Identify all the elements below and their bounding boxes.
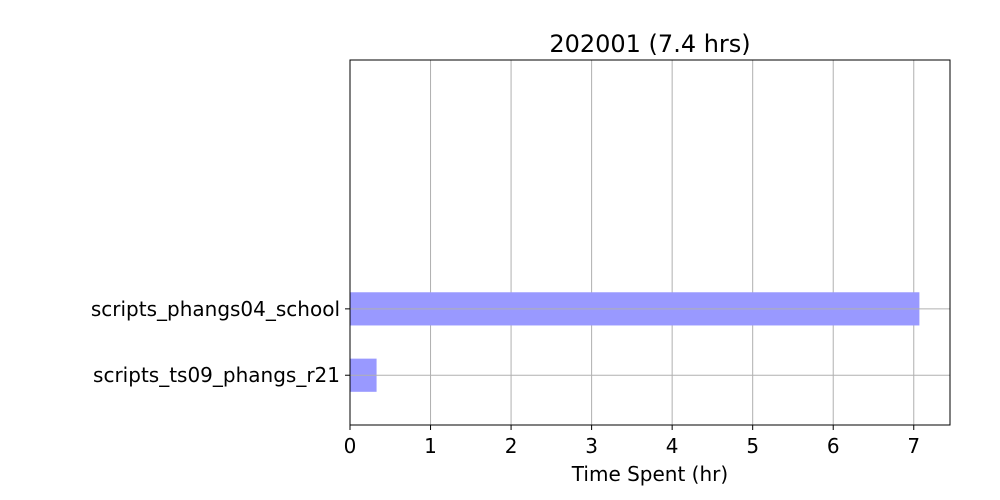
horizontal-grid-layer (350, 308, 950, 376)
bar-layer (350, 292, 920, 392)
x-tick-label: 7 (907, 434, 920, 458)
x-tick-label: 5 (746, 434, 759, 458)
x-axis-ticks: 0 1 2 3 4 5 6 7 (344, 425, 920, 458)
x-tick-label: 2 (505, 434, 518, 458)
plot-frame (349, 59, 951, 426)
x-tick-label: 3 (585, 434, 598, 458)
x-tick-label: 4 (666, 434, 679, 458)
grid-layer (349, 60, 915, 425)
x-axis-label: Time Spent (hr) (571, 462, 728, 486)
x-tick-label: 1 (424, 434, 437, 458)
y-axis-ticks: scripts_ts09_phangs_r21 scripts_phangs04_… (91, 297, 350, 387)
x-tick-label: 6 (827, 434, 840, 458)
y-tick-label: scripts_ts09_phangs_r21 (93, 363, 340, 387)
chart-title: 202001 (7.4 hrs) (549, 30, 750, 58)
x-tick-label: 0 (344, 434, 357, 458)
y-tick-label: scripts_phangs04_school (91, 297, 340, 321)
